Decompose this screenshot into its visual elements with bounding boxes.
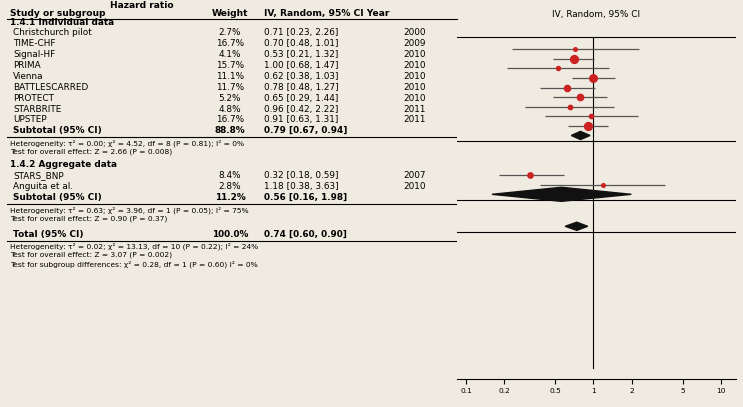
Text: 100.0%: 100.0%	[212, 230, 248, 239]
Text: Test for overall effect: Z = 2.66 (P = 0.008): Test for overall effect: Z = 2.66 (P = 0…	[10, 149, 172, 155]
Text: 1.18 [0.38, 3.63]: 1.18 [0.38, 3.63]	[264, 182, 338, 191]
Text: Subtotal (95% CI): Subtotal (95% CI)	[13, 126, 102, 135]
Text: 15.7%: 15.7%	[216, 61, 244, 70]
Text: STARBRITE: STARBRITE	[13, 105, 62, 114]
Text: 16.7%: 16.7%	[216, 39, 244, 48]
Text: Hazard ratio: Hazard ratio	[111, 0, 174, 10]
Text: Subtotal (95% CI): Subtotal (95% CI)	[13, 193, 102, 202]
Text: IV, Random, 95% CI: IV, Random, 95% CI	[552, 9, 640, 19]
Text: 5.2%: 5.2%	[218, 94, 241, 103]
Text: Vienna: Vienna	[13, 72, 44, 81]
Text: 0.62 [0.38, 1.03]: 0.62 [0.38, 1.03]	[264, 72, 338, 81]
Text: 2010: 2010	[403, 83, 426, 92]
Text: STARS_BNP: STARS_BNP	[13, 171, 64, 180]
Text: 2.8%: 2.8%	[218, 182, 241, 191]
Text: 2010: 2010	[403, 94, 426, 103]
Text: 88.8%: 88.8%	[215, 126, 245, 135]
Text: PROTECT: PROTECT	[13, 94, 54, 103]
Text: 0.32 [0.18, 0.59]: 0.32 [0.18, 0.59]	[264, 171, 338, 180]
Text: Total (95% CI): Total (95% CI)	[13, 230, 84, 239]
Text: 16.7%: 16.7%	[216, 116, 244, 125]
Text: 2000: 2000	[403, 28, 426, 37]
Text: 8.4%: 8.4%	[218, 171, 241, 180]
Text: 0.53 [0.21, 1.32]: 0.53 [0.21, 1.32]	[264, 50, 338, 59]
Text: 11.1%: 11.1%	[216, 72, 244, 81]
Text: Weight: Weight	[212, 9, 248, 18]
Text: 1.4.2 Aggregate data: 1.4.2 Aggregate data	[10, 160, 117, 169]
Text: 0.96 [0.42, 2.22]: 0.96 [0.42, 2.22]	[264, 105, 338, 114]
Text: 11.2%: 11.2%	[215, 193, 245, 202]
Text: Heterogeneity: τ² = 0.02; χ² = 13.13, df = 10 (P = 0.22); I² = 24%: Heterogeneity: τ² = 0.02; χ² = 13.13, df…	[10, 243, 258, 250]
Text: UPSTEP: UPSTEP	[13, 116, 47, 125]
Text: Signal-HF: Signal-HF	[13, 50, 56, 59]
Text: BATTLESCARRED: BATTLESCARRED	[13, 83, 88, 92]
Text: Anguita et al.: Anguita et al.	[13, 182, 74, 191]
Text: Test for subgroup differences: χ² = 0.28, df = 1 (P = 0.60) I² = 0%: Test for subgroup differences: χ² = 0.28…	[10, 260, 257, 267]
Text: 0.65 [0.29, 1.44]: 0.65 [0.29, 1.44]	[264, 94, 338, 103]
Text: 2007: 2007	[403, 171, 426, 180]
Text: 2009: 2009	[403, 39, 426, 48]
Text: 2010: 2010	[403, 182, 426, 191]
Text: Test for overall effect: Z = 0.90 (P = 0.37): Test for overall effect: Z = 0.90 (P = 0…	[10, 216, 167, 222]
Text: 0.79 [0.67, 0.94]: 0.79 [0.67, 0.94]	[264, 126, 347, 135]
Text: 2010: 2010	[403, 61, 426, 70]
Text: 2010: 2010	[403, 72, 426, 81]
Text: 0.74 [0.60, 0.90]: 0.74 [0.60, 0.90]	[264, 230, 346, 239]
Text: Heterogeneity: τ² = 0.63; χ² = 3.96, df = 1 (P = 0.05); I² = 75%: Heterogeneity: τ² = 0.63; χ² = 3.96, df …	[10, 206, 248, 214]
Text: 11.7%: 11.7%	[216, 83, 244, 92]
Polygon shape	[492, 187, 632, 201]
Text: 2.7%: 2.7%	[218, 28, 241, 37]
Text: 0.71 [0.23, 2.26]: 0.71 [0.23, 2.26]	[264, 28, 338, 37]
Text: Christchurch pilot: Christchurch pilot	[13, 28, 92, 37]
Text: Test for overall effect: Z = 3.07 (P = 0.002): Test for overall effect: Z = 3.07 (P = 0…	[10, 252, 172, 258]
Text: 2010: 2010	[403, 50, 426, 59]
Text: TIME-CHF: TIME-CHF	[13, 39, 56, 48]
Text: 1.4.1 Individual data: 1.4.1 Individual data	[10, 18, 114, 27]
Text: 2011: 2011	[403, 105, 426, 114]
Text: 0.70 [0.48, 1.01]: 0.70 [0.48, 1.01]	[264, 39, 338, 48]
Text: 0.78 [0.48, 1.27]: 0.78 [0.48, 1.27]	[264, 83, 338, 92]
Text: Heterogeneity: τ² = 0.00; χ² = 4.52, df = 8 (P = 0.81); I² = 0%: Heterogeneity: τ² = 0.00; χ² = 4.52, df …	[10, 140, 244, 147]
Text: 2011: 2011	[403, 116, 426, 125]
Text: Hazard ratio: Hazard ratio	[565, 0, 628, 1]
Text: IV, Random, 95% CI Year: IV, Random, 95% CI Year	[264, 9, 389, 18]
Text: 1.00 [0.68, 1.47]: 1.00 [0.68, 1.47]	[264, 61, 338, 70]
Text: 0.91 [0.63, 1.31]: 0.91 [0.63, 1.31]	[264, 116, 338, 125]
Text: 4.1%: 4.1%	[218, 50, 241, 59]
Polygon shape	[565, 222, 588, 230]
Text: PRIMA: PRIMA	[13, 61, 41, 70]
Polygon shape	[571, 131, 590, 140]
Text: 0.56 [0.16, 1.98]: 0.56 [0.16, 1.98]	[264, 193, 347, 202]
Text: 4.8%: 4.8%	[218, 105, 241, 114]
Text: Study or subgroup: Study or subgroup	[10, 9, 106, 18]
